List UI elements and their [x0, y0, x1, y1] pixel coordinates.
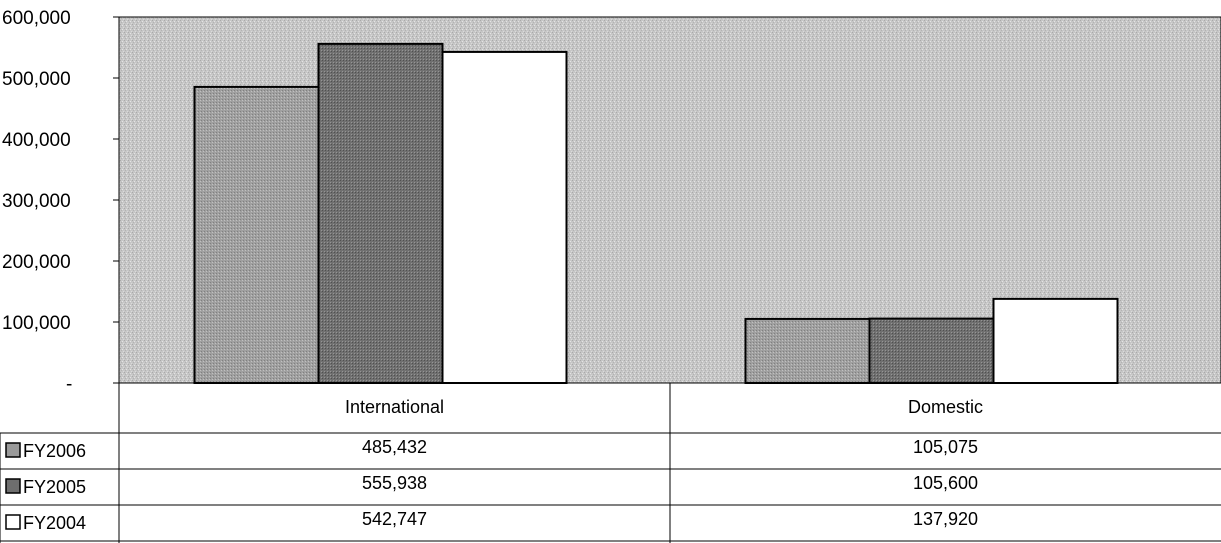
- category-label: Domestic: [908, 397, 983, 417]
- table-cell: 105,600: [913, 473, 978, 493]
- y-axis: - 100,000 200,000 300,000 400,000 500,000 600,…: [2, 8, 120, 395]
- table-cell: 485,432: [362, 437, 427, 457]
- bar-fy2004-domestic: [992, 297, 1119, 385]
- y-tick-label: 100,000: [2, 313, 71, 334]
- table-cell: 105,075: [913, 437, 978, 457]
- legend-label: FY2004: [23, 513, 86, 533]
- legend-label: FY2005: [23, 477, 86, 497]
- y-tick-label: 500,000: [2, 69, 71, 90]
- bar-fy2006-international: [193, 85, 320, 385]
- legend-swatch-fy2006: [5, 442, 21, 458]
- y-tick-label: 400,000: [2, 130, 71, 151]
- table-cell: 137,920: [913, 509, 978, 529]
- bar-fy2006-domestic: [744, 317, 871, 384]
- y-tick-label: 300,000: [2, 191, 71, 212]
- bar-fy2004-international: [441, 50, 568, 385]
- legend-swatch-fy2004: [5, 514, 21, 530]
- bar-fy2005-domestic: [868, 317, 995, 385]
- table-cell: 542,747: [362, 509, 427, 529]
- bar-fy2005-international: [317, 42, 444, 385]
- legend-label: FY2006: [23, 441, 86, 461]
- data-table: International Domestic FY2006 485,432 105,07…: [0, 383, 1221, 543]
- y-tick-label: -: [66, 374, 72, 395]
- legend-swatch-fy2005: [5, 478, 21, 494]
- category-label: International: [345, 397, 444, 417]
- bars-group: [193, 42, 1119, 385]
- table-cell: 555,938: [362, 473, 427, 493]
- y-tick-label: 200,000: [2, 252, 71, 273]
- y-tick-label: 600,000: [2, 8, 71, 29]
